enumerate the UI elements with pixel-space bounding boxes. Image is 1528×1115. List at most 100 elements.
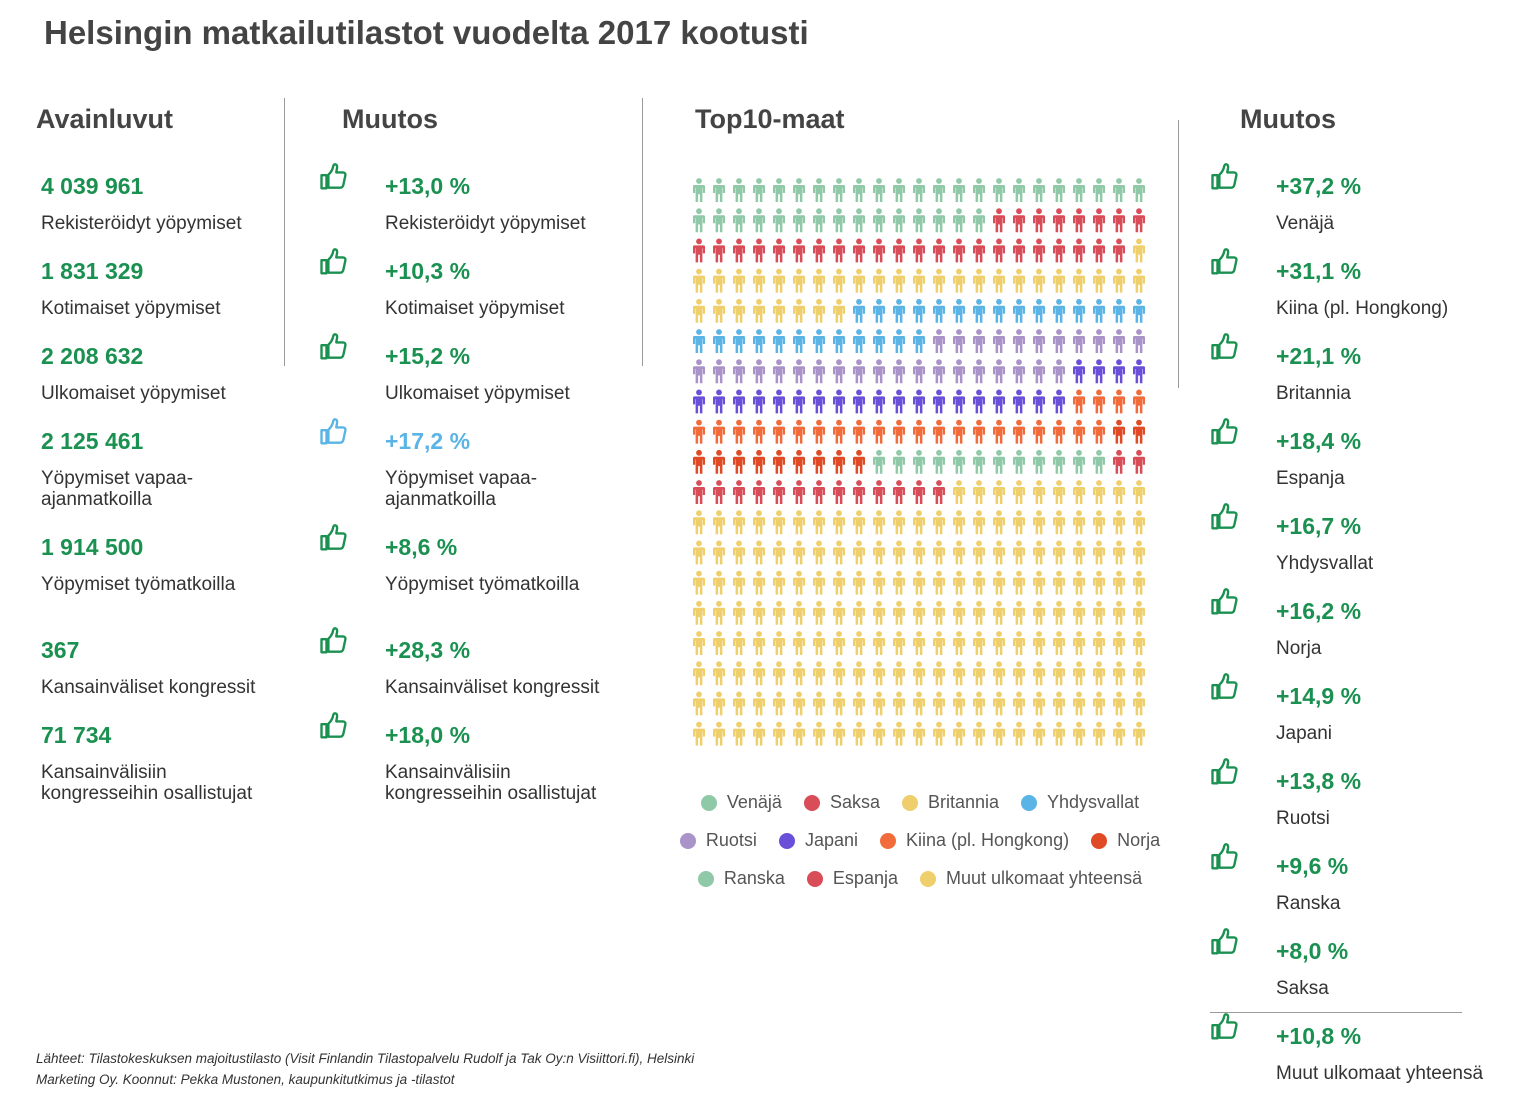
waffle-person-icon — [953, 298, 965, 323]
waffle-person-icon — [813, 298, 825, 323]
legend-swatch-icon — [919, 870, 936, 887]
waffle-person-icon — [793, 721, 805, 746]
waffle-person-icon — [833, 691, 845, 716]
waffle-person-icon — [813, 178, 825, 202]
waffle-person-icon — [753, 449, 765, 474]
waffle-person-icon — [1033, 178, 1045, 202]
waffle-person-icon — [733, 600, 745, 625]
thumbs-up-icon — [319, 417, 349, 447]
waffle-person-icon — [1133, 238, 1145, 263]
waffle-person-icon — [753, 208, 765, 233]
waffle-person-icon — [953, 691, 965, 716]
thumbs-up-icon — [1210, 1012, 1240, 1042]
waffle-person-icon — [953, 570, 965, 595]
waffle-person-icon — [833, 449, 845, 474]
waffle-person-icon — [813, 208, 825, 233]
waffle-person-icon — [773, 329, 785, 353]
waffle-person-icon — [993, 600, 1005, 625]
waffle-person-icon — [973, 268, 985, 293]
waffle-person-icon — [1133, 721, 1145, 746]
waffle-person-icon — [833, 600, 845, 625]
key-figure-value: 1 914 500 — [41, 534, 144, 560]
legend-label: Japani — [804, 830, 858, 850]
waffle-person-icon — [1013, 329, 1025, 353]
waffle-person-icon — [1013, 721, 1025, 746]
waffle-person-icon — [833, 540, 845, 565]
waffle-person-icon — [1113, 480, 1125, 504]
legend-item: Ranska — [697, 868, 785, 889]
waffle-person-icon — [773, 540, 785, 565]
thumbs-up-icon — [319, 711, 349, 741]
legend-item: Norja — [1091, 830, 1160, 851]
waffle-person-icon — [933, 268, 945, 293]
waffle-person-icon — [1133, 359, 1145, 384]
waffle-person-icon — [713, 631, 725, 655]
waffle-person-icon — [1093, 631, 1105, 655]
waffle-person-icon — [1053, 510, 1065, 535]
waffle-person-icon — [1133, 329, 1145, 353]
waffle-person-icon — [693, 359, 705, 384]
waffle-person-icon — [713, 268, 725, 293]
key-figure-label: Kansainväliset kongressit — [41, 677, 256, 698]
waffle-person-icon — [1093, 389, 1105, 414]
waffle-person-icon — [733, 359, 745, 384]
waffle-person-icon — [953, 510, 965, 535]
key-change-item: +10,3 % Kotimaiset yöpymiset — [385, 258, 565, 319]
legend-label: Britannia — [927, 792, 1000, 812]
waffle-person-icon — [873, 208, 885, 233]
waffle-person-icon — [853, 419, 865, 444]
legend-item: Saksa — [803, 792, 880, 813]
waffle-person-icon — [913, 661, 925, 686]
waffle-person-icon — [993, 329, 1005, 353]
waffle-person-icon — [913, 208, 925, 233]
waffle-person-icon — [1033, 691, 1045, 716]
waffle-person-icon — [1033, 359, 1045, 384]
waffle-person-icon — [993, 691, 1005, 716]
waffle-person-icon — [1073, 661, 1085, 686]
legend-swatch-icon — [778, 832, 795, 849]
waffle-person-icon — [913, 449, 925, 474]
waffle-person-icon — [1013, 600, 1025, 625]
waffle-person-icon — [913, 570, 925, 595]
waffle-person-icon — [833, 721, 845, 746]
waffle-person-icon — [893, 510, 905, 535]
waffle-person-icon — [913, 540, 925, 565]
waffle-person-icon — [933, 480, 945, 504]
waffle-person-icon — [1053, 208, 1065, 233]
waffle-person-icon — [933, 419, 945, 444]
legend-item: Britannia — [901, 792, 1000, 813]
waffle-person-icon — [1093, 329, 1105, 353]
waffle-person-icon — [1113, 268, 1125, 293]
waffle-person-icon — [893, 691, 905, 716]
thumbs-up-icon — [1210, 417, 1240, 447]
country-change-item: +16,7 % Yhdysvallat — [1276, 513, 1373, 574]
waffle-person-icon — [873, 238, 885, 263]
waffle-person-icon — [873, 540, 885, 565]
waffle-person-icon — [873, 691, 885, 716]
waffle-person-icon — [1053, 480, 1065, 504]
waffle-person-icon — [793, 691, 805, 716]
waffle-person-icon — [953, 631, 965, 655]
key-figure-label: Yöpymiset työmatkoilla — [41, 574, 236, 595]
waffle-person-icon — [993, 268, 1005, 293]
waffle-person-icon — [1113, 510, 1125, 535]
legend-label: Saksa — [829, 792, 880, 812]
waffle-person-icon — [873, 631, 885, 655]
waffle-person-icon — [1133, 691, 1145, 716]
waffle-person-icon — [713, 691, 725, 716]
waffle-person-icon — [753, 268, 765, 293]
waffle-person-icon — [833, 329, 845, 353]
thumbs-up-icon — [1210, 247, 1240, 277]
waffle-person-icon — [833, 268, 845, 293]
waffle-person-icon — [873, 600, 885, 625]
waffle-person-icon — [1133, 510, 1145, 535]
waffle-person-icon — [733, 178, 745, 202]
waffle-person-icon — [953, 178, 965, 202]
waffle-person-icon — [993, 480, 1005, 504]
key-change-item: +8,6 % Yöpymiset työmatkoilla — [385, 534, 579, 595]
waffle-person-icon — [893, 449, 905, 474]
waffle-person-icon — [773, 510, 785, 535]
waffle-person-icon — [693, 268, 705, 293]
thumbs-up-icon — [1210, 757, 1240, 787]
waffle-person-icon — [753, 691, 765, 716]
